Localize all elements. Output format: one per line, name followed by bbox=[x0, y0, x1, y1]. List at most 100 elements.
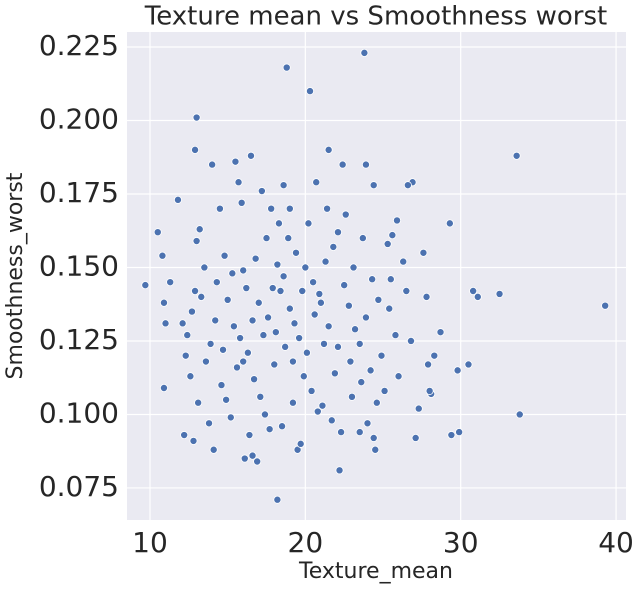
point bbox=[358, 234, 367, 243]
point bbox=[296, 439, 305, 448]
point bbox=[274, 219, 283, 228]
point bbox=[191, 286, 200, 295]
point bbox=[385, 304, 394, 313]
point bbox=[197, 292, 206, 301]
x-tick-label: 30 bbox=[443, 526, 479, 559]
point bbox=[141, 281, 150, 290]
point bbox=[323, 204, 332, 213]
point bbox=[368, 275, 377, 284]
point bbox=[253, 457, 262, 466]
point bbox=[278, 422, 287, 431]
point bbox=[158, 251, 167, 260]
point bbox=[178, 319, 187, 328]
point bbox=[388, 231, 397, 240]
x-tick-label: 10 bbox=[132, 526, 168, 559]
point bbox=[425, 386, 434, 395]
point bbox=[192, 113, 201, 122]
point bbox=[201, 357, 210, 366]
point bbox=[324, 322, 333, 331]
point bbox=[239, 266, 248, 275]
point bbox=[288, 357, 297, 366]
point bbox=[301, 263, 310, 272]
point bbox=[251, 254, 260, 263]
x-tick-label: 40 bbox=[598, 526, 634, 559]
point bbox=[240, 454, 249, 463]
point bbox=[161, 319, 170, 328]
point bbox=[265, 425, 274, 434]
point bbox=[209, 445, 218, 454]
point bbox=[315, 289, 324, 298]
point bbox=[355, 428, 364, 437]
point bbox=[234, 178, 243, 187]
point bbox=[279, 272, 288, 281]
point bbox=[229, 322, 238, 331]
point bbox=[299, 372, 308, 381]
point bbox=[399, 257, 408, 266]
point bbox=[273, 495, 282, 504]
point bbox=[248, 451, 257, 460]
point bbox=[377, 351, 386, 360]
point bbox=[430, 351, 439, 360]
point bbox=[181, 351, 190, 360]
point bbox=[473, 292, 482, 301]
point bbox=[361, 313, 370, 322]
point bbox=[386, 275, 395, 284]
point bbox=[371, 445, 380, 454]
point bbox=[200, 263, 209, 272]
point bbox=[330, 369, 339, 378]
point bbox=[393, 216, 402, 225]
point bbox=[363, 419, 372, 428]
point bbox=[309, 278, 318, 287]
point bbox=[333, 342, 342, 351]
point bbox=[260, 410, 269, 419]
point bbox=[231, 157, 240, 166]
point bbox=[256, 392, 265, 401]
point bbox=[282, 63, 291, 72]
point bbox=[222, 395, 231, 404]
point bbox=[173, 195, 182, 204]
point bbox=[208, 160, 217, 169]
point bbox=[349, 263, 358, 272]
y-tick-label: 0.125 bbox=[39, 323, 119, 356]
point bbox=[447, 431, 456, 440]
point bbox=[236, 334, 245, 343]
point bbox=[273, 260, 282, 269]
point bbox=[223, 295, 232, 304]
point bbox=[369, 181, 378, 190]
point bbox=[391, 331, 400, 340]
point bbox=[394, 372, 403, 381]
point bbox=[469, 286, 478, 295]
point bbox=[414, 404, 423, 413]
point bbox=[406, 336, 415, 345]
point bbox=[262, 234, 271, 243]
point bbox=[205, 419, 214, 428]
point bbox=[464, 360, 473, 369]
point bbox=[159, 298, 168, 307]
point bbox=[217, 381, 226, 390]
point bbox=[211, 316, 220, 325]
point bbox=[243, 348, 252, 357]
point bbox=[306, 87, 315, 96]
y-axis-label: Smoothness_worst bbox=[3, 172, 28, 379]
point bbox=[321, 257, 330, 266]
point bbox=[159, 384, 168, 393]
point bbox=[383, 239, 392, 248]
point bbox=[264, 313, 273, 322]
point bbox=[212, 278, 221, 287]
point bbox=[281, 342, 290, 351]
point bbox=[495, 289, 504, 298]
point bbox=[372, 398, 381, 407]
point bbox=[257, 187, 266, 196]
point bbox=[180, 431, 189, 440]
point bbox=[267, 204, 276, 213]
point bbox=[285, 204, 294, 213]
point bbox=[192, 237, 201, 246]
point bbox=[302, 348, 311, 357]
point bbox=[186, 372, 195, 381]
point bbox=[333, 228, 342, 237]
point bbox=[276, 286, 285, 295]
point bbox=[366, 366, 375, 375]
chart-title: Texture mean vs Smoothness worst bbox=[144, 2, 607, 32]
point bbox=[338, 160, 347, 169]
